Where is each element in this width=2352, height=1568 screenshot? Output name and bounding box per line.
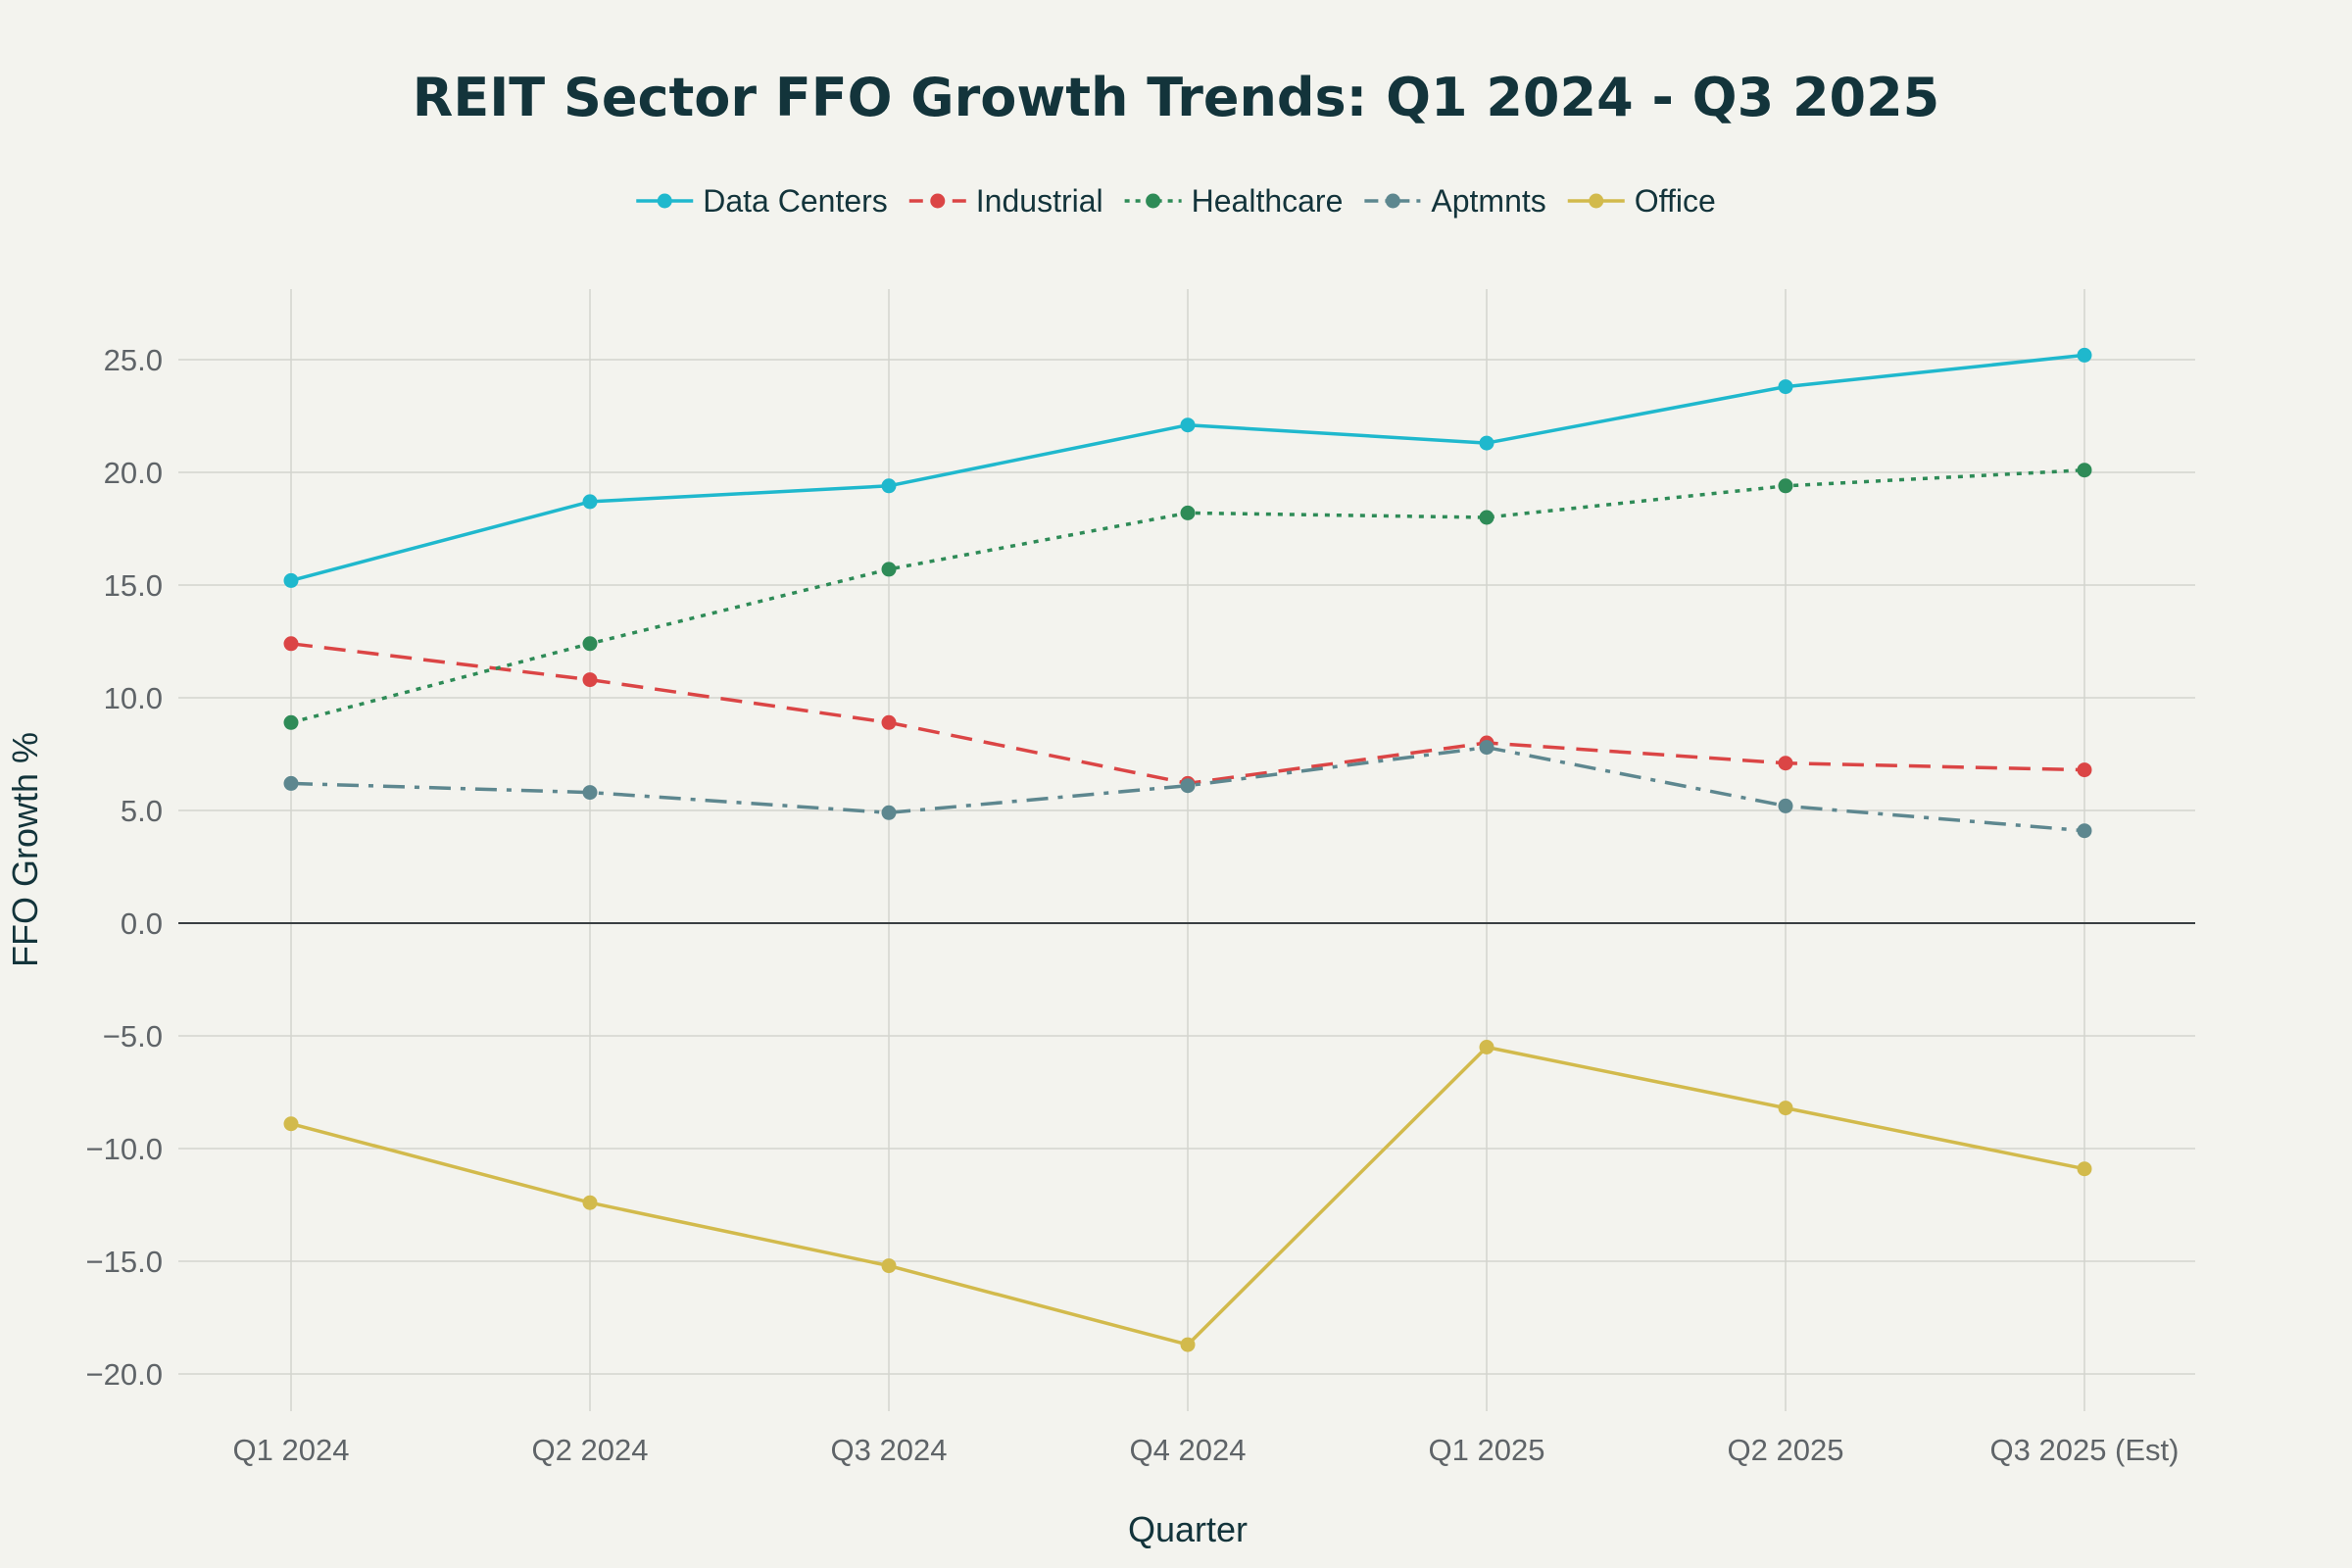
legend-item-aptmnts[interactable]: Aptmnts — [1364, 183, 1546, 219]
data-point-data-centers[interactable] — [1180, 417, 1196, 433]
data-point-office[interactable] — [2077, 1161, 2092, 1177]
data-point-aptmnts[interactable] — [1479, 740, 1494, 756]
data-point-office[interactable] — [582, 1195, 598, 1210]
data-point-industrial[interactable] — [582, 672, 598, 688]
y-tick-label: 25.0 — [104, 343, 163, 377]
data-point-industrial[interactable] — [1778, 756, 1793, 771]
data-point-aptmnts[interactable] — [2077, 823, 2092, 839]
y-tick-label: −20.0 — [86, 1357, 163, 1392]
data-point-industrial[interactable] — [881, 714, 897, 730]
data-point-office[interactable] — [1479, 1040, 1494, 1054]
data-point-data-centers[interactable] — [1479, 435, 1494, 451]
y-tick-label: 20.0 — [104, 456, 163, 490]
data-point-aptmnts[interactable] — [1778, 798, 1793, 813]
series-healthcare — [283, 463, 2092, 730]
chart-title: REIT Sector FFO Growth Trends: Q1 2024 -… — [413, 67, 1940, 128]
legend[interactable]: Data Centers Industrial Healthcare Aptmnts O… — [636, 183, 1716, 219]
data-point-healthcare[interactable] — [283, 714, 299, 730]
x-tick-label: Q2 2024 — [532, 1433, 649, 1467]
x-tick-label: Q3 2025 (Est) — [1990, 1433, 2180, 1467]
data-point-healthcare[interactable] — [1479, 510, 1494, 525]
legend-marker — [657, 193, 672, 209]
data-point-data-centers[interactable] — [881, 478, 897, 494]
data-point-office[interactable] — [881, 1258, 897, 1274]
data-point-healthcare[interactable] — [881, 562, 897, 577]
y-axis-title: FFO Growth % — [5, 732, 45, 967]
y-tick-label: 10.0 — [104, 681, 163, 715]
y-tick-label: 5.0 — [121, 794, 163, 828]
x-tick-label: Q3 2024 — [831, 1433, 948, 1467]
series-aptmnts — [283, 740, 2092, 839]
legend-marker — [1146, 193, 1161, 209]
data-point-aptmnts[interactable] — [1180, 778, 1196, 794]
x-axis-title: Quarter — [1128, 1509, 1248, 1549]
data-point-industrial[interactable] — [283, 636, 299, 652]
data-point-aptmnts[interactable] — [283, 775, 299, 791]
x-tick-label: Q4 2024 — [1130, 1433, 1247, 1467]
legend-item-industrial[interactable]: Industrial — [908, 183, 1103, 219]
data-point-data-centers[interactable] — [283, 572, 299, 588]
legend-marker — [1589, 193, 1604, 209]
y-tick-label: 15.0 — [104, 568, 163, 603]
y-tick-label: −10.0 — [86, 1132, 163, 1166]
y-tick-label: 0.0 — [121, 906, 163, 941]
data-point-healthcare[interactable] — [1180, 505, 1196, 520]
data-point-aptmnts[interactable] — [582, 785, 598, 801]
legend-item-data-centers[interactable]: Data Centers — [636, 183, 888, 219]
legend-marker — [1385, 193, 1400, 209]
data-point-healthcare[interactable] — [582, 636, 598, 652]
grid — [178, 289, 2195, 1411]
data-point-data-centers[interactable] — [1778, 379, 1793, 395]
legend-marker — [930, 193, 946, 209]
data-point-office[interactable] — [1180, 1337, 1196, 1352]
legend-item-office[interactable]: Office — [1567, 183, 1716, 219]
data-point-healthcare[interactable] — [1778, 478, 1793, 494]
legend-label: Office — [1635, 183, 1716, 219]
data-point-data-centers[interactable] — [582, 494, 598, 510]
x-axis-ticks: Q1 2024 Q2 2024 Q3 2024 Q4 2024 Q1 2025 Q2 20… — [233, 1433, 2180, 1467]
legend-label: Industrial — [976, 183, 1103, 219]
data-point-data-centers[interactable] — [2077, 347, 2092, 363]
data-point-healthcare[interactable] — [2077, 463, 2092, 478]
y-tick-label: −15.0 — [86, 1245, 163, 1279]
series-office — [283, 1040, 2092, 1352]
data-point-office[interactable] — [283, 1116, 299, 1132]
y-axis-ticks: 25.0 20.0 15.0 10.0 5.0 0.0 −5.0 −10.0 −15.0 −20.… — [86, 343, 163, 1392]
legend-label: Healthcare — [1192, 183, 1344, 219]
x-tick-label: Q1 2024 — [233, 1433, 350, 1467]
legend-label: Data Centers — [703, 183, 888, 219]
data-point-office[interactable] — [1778, 1101, 1793, 1116]
x-tick-label: Q1 2025 — [1429, 1433, 1545, 1467]
series-data-centers — [283, 347, 2092, 588]
x-tick-label: Q2 2025 — [1728, 1433, 1844, 1467]
data-point-industrial[interactable] — [2077, 762, 2092, 778]
legend-label: Aptmnts — [1431, 183, 1545, 219]
legend-item-healthcare[interactable]: Healthcare — [1124, 183, 1344, 219]
data-point-aptmnts[interactable] — [881, 805, 897, 820]
series-lines — [283, 347, 2092, 1352]
y-tick-label: −5.0 — [103, 1019, 163, 1054]
